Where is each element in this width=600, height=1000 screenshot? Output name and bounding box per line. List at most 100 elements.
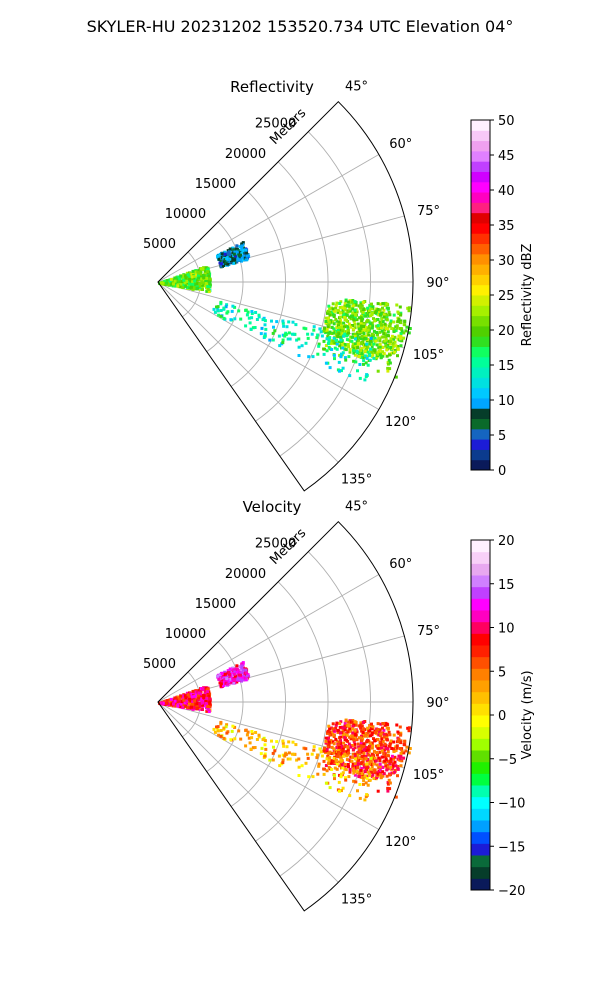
azimuth-tick-label: 90° (426, 276, 449, 291)
echo-pixel (346, 328, 350, 332)
echo-pixel (219, 680, 223, 683)
echo-pixel (286, 337, 290, 341)
echo-pixel (385, 747, 388, 750)
echo-pixel (220, 255, 224, 259)
echo-pixel (375, 331, 378, 335)
echo-pixel (352, 359, 356, 363)
echo-pixel (359, 321, 363, 324)
echo-pixel (332, 327, 336, 331)
echo-pixel (235, 680, 239, 684)
echo-pixel (242, 668, 245, 672)
echo-pixel (326, 755, 330, 759)
echo-pixel (238, 678, 242, 682)
echo-pixel (386, 786, 390, 790)
echo-pixel (386, 366, 390, 370)
echo-pixel (255, 318, 259, 321)
echo-pixel (378, 339, 382, 343)
echo-pixel (208, 692, 212, 696)
echo-region (317, 718, 412, 799)
echo-pixel (322, 759, 326, 763)
echo-pixel (351, 752, 355, 756)
echo-pixel (228, 257, 232, 261)
echo-pixel (400, 329, 404, 333)
colorbar-label: Reflectivity dBZ (520, 244, 535, 347)
echo-pixel (386, 344, 390, 347)
echo-pixel (370, 302, 373, 306)
echo-pixel (388, 781, 392, 785)
echo-pixel (368, 762, 372, 766)
echo-pixel (263, 323, 267, 327)
echo-pixel (219, 682, 223, 686)
echo-pixel (360, 729, 364, 733)
colorbar-swatch (471, 377, 490, 389)
echo-pixel (263, 754, 267, 758)
echo-pixel (213, 310, 217, 314)
echo-pixel (385, 302, 389, 306)
colorbar-tick-label: −5 (498, 753, 517, 768)
echo-pixel (257, 735, 261, 739)
echo-pixel (288, 337, 292, 341)
echo-pixel (377, 733, 381, 737)
echo-pixel (383, 748, 387, 752)
echo-pixel (388, 322, 392, 326)
echo-pixel (229, 738, 233, 742)
echo-pixel (327, 338, 331, 342)
echo-pixel (399, 335, 403, 338)
echo-pixel (241, 661, 245, 665)
echo-pixel (198, 707, 202, 711)
echo-pixel (235, 260, 239, 264)
echo-pixel (382, 752, 386, 756)
echo-pixel (337, 744, 340, 748)
echo-pixel (345, 752, 348, 756)
echo-pixel (361, 720, 365, 724)
echo-pixel (364, 361, 368, 365)
echo-pixel (331, 307, 335, 311)
echo-pixel (199, 692, 203, 696)
echo-pixel (168, 281, 172, 285)
echo-pixel (372, 762, 376, 766)
echo-pixel (204, 282, 208, 285)
echo-pixel (336, 309, 340, 312)
echo-pixel (354, 734, 357, 738)
echo-pixel (343, 315, 347, 319)
echo-pixel (245, 313, 249, 317)
echo-pixel (354, 360, 358, 364)
range-tick-label: 5000 (143, 657, 176, 672)
echo-pixel (201, 283, 204, 287)
echo-pixel (199, 270, 203, 274)
echo-pixel (375, 763, 379, 767)
echo-pixel (330, 768, 334, 771)
echo-pixel (362, 752, 366, 755)
echo-pixel (281, 741, 285, 745)
colorbar-swatch (471, 715, 490, 728)
range-ring (206, 221, 244, 352)
echo-pixel (215, 725, 218, 729)
echo-pixel (233, 725, 237, 729)
echo-pixel (367, 314, 371, 318)
echo-pixel (388, 361, 392, 365)
echo-pixel (341, 309, 345, 313)
echo-pixel (360, 772, 364, 776)
echo-pixel (341, 766, 345, 770)
echo-pixel (342, 754, 346, 758)
echo-pixel (304, 327, 308, 331)
echo-pixel (195, 273, 198, 277)
echo-pixel (347, 765, 350, 769)
echo-pixel (328, 733, 332, 737)
echo-pixel (360, 734, 363, 738)
echo-pixel (271, 331, 275, 335)
echo-pixel (249, 747, 253, 751)
echo-pixel (385, 768, 389, 772)
echo-pixel (334, 339, 338, 342)
echo-pixel (373, 336, 377, 340)
echo-pixel (343, 724, 347, 728)
echo-pixel (219, 720, 223, 724)
echo-pixel (216, 305, 220, 309)
echo-pixel (391, 762, 395, 766)
echo-pixel (222, 726, 226, 730)
echo-pixel (362, 359, 366, 363)
echo-pixel (186, 273, 190, 277)
echo-pixel (398, 337, 402, 341)
echo-pixel (205, 696, 209, 700)
panel-title: Reflectivity (230, 78, 314, 96)
